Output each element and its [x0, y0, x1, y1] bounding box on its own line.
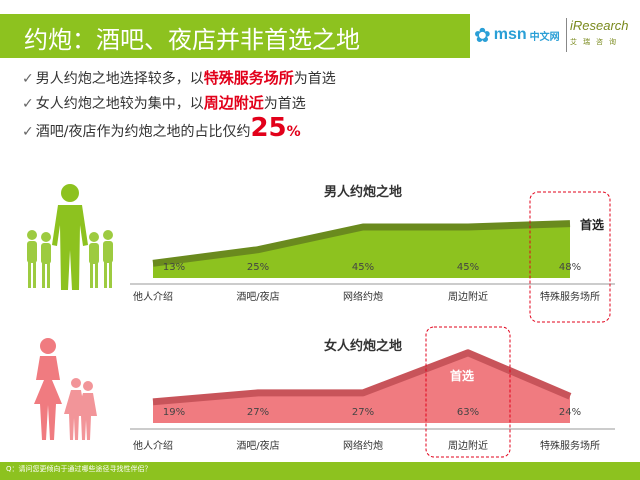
bullet-text: 酒吧/夜店作为约炮之地的占比仅约 [35, 124, 251, 140]
bullet-highlight: 周边附近 [203, 94, 264, 112]
check-icon: ✓ [22, 71, 34, 87]
tick-label: 酒吧/夜店 [236, 290, 279, 303]
bullet-text: 男人约炮之地选择较多，以 [35, 71, 204, 87]
chart-title: 女人约炮之地 [324, 338, 402, 354]
data-label: 25% [247, 262, 269, 273]
bullet-text: 为首选 [263, 96, 306, 112]
page-title: 约炮：酒吧、夜店并非首选之地 [24, 26, 360, 54]
data-label: 48% [559, 262, 581, 273]
tick-label: 周边附近 [448, 439, 488, 452]
data-label: 19% [163, 407, 185, 418]
footer-question: Q：请问您更倾向于通过哪些途径寻找性伴侣？ [6, 465, 152, 473]
area-fill [153, 223, 570, 278]
data-label: 27% [247, 407, 269, 418]
iresearch-logo: iResearch 艾瑞咨询 [570, 18, 638, 54]
data-label: 45% [457, 262, 479, 273]
tick-label: 他人介绍 [133, 290, 173, 303]
logo-divider [566, 18, 567, 52]
bullet-big-number: 25 [250, 113, 287, 143]
bullet-item: ✓ 男人约炮之地选择较多，以特殊服务场所为首选 [22, 66, 336, 91]
area-fill [153, 352, 570, 423]
bullet-percent: % [286, 124, 301, 140]
tick-label: 周边附近 [448, 290, 488, 303]
bullet-highlight: 特殊服务场所 [203, 69, 294, 87]
tick-label: 特殊服务场所 [540, 439, 600, 452]
tick-label: 特殊服务场所 [540, 290, 600, 303]
highlight-label: 首选 [580, 217, 604, 232]
data-label: 13% [163, 262, 185, 273]
highlight-label: 首选 [450, 368, 474, 383]
highlight-box [425, 326, 511, 458]
bullet-text: 为首选 [293, 71, 336, 87]
series-line [152, 220, 571, 267]
iresearch-logo-text: iResearch [570, 18, 629, 33]
series-line [152, 349, 572, 406]
data-label: 63% [457, 407, 479, 418]
check-icon: ✓ [22, 124, 34, 140]
title-bar [0, 14, 470, 58]
bullet-list: ✓ 男人约炮之地选择较多，以特殊服务场所为首选 ✓ 女人约炮之地较为集中，以周边附近… [22, 66, 336, 144]
footer-bar [0, 462, 640, 480]
data-label: 27% [352, 407, 374, 418]
tick-label: 网络约炮 [343, 439, 383, 452]
msn-logo: ✿ msn 中文网 [474, 20, 560, 50]
highlight-box [529, 191, 611, 323]
check-icon: ✓ [22, 96, 34, 112]
bullet-item: ✓ 女人约炮之地较为集中，以周边附近为首选 [22, 91, 336, 116]
female-silhouettes-icon [34, 338, 97, 440]
bullet-item: ✓ 酒吧/夜店作为约炮之地的占比仅约25% [22, 113, 336, 144]
male-silhouettes-icon [27, 184, 113, 290]
tick-label: 网络约炮 [343, 290, 383, 303]
data-label: 45% [352, 262, 374, 273]
chart-title: 男人约炮之地 [324, 184, 402, 200]
iresearch-logo-sub: 艾瑞咨询 [570, 38, 622, 46]
tick-label: 酒吧/夜店 [236, 439, 279, 452]
msn-logo-text: msn [493, 26, 527, 43]
tick-label: 他人介绍 [133, 439, 173, 452]
msn-logo-cn: 中文网 [529, 31, 560, 43]
butterfly-icon: ✿ [474, 23, 491, 47]
data-label: 24% [559, 407, 581, 418]
bullet-text: 女人约炮之地较为集中，以 [35, 96, 204, 112]
